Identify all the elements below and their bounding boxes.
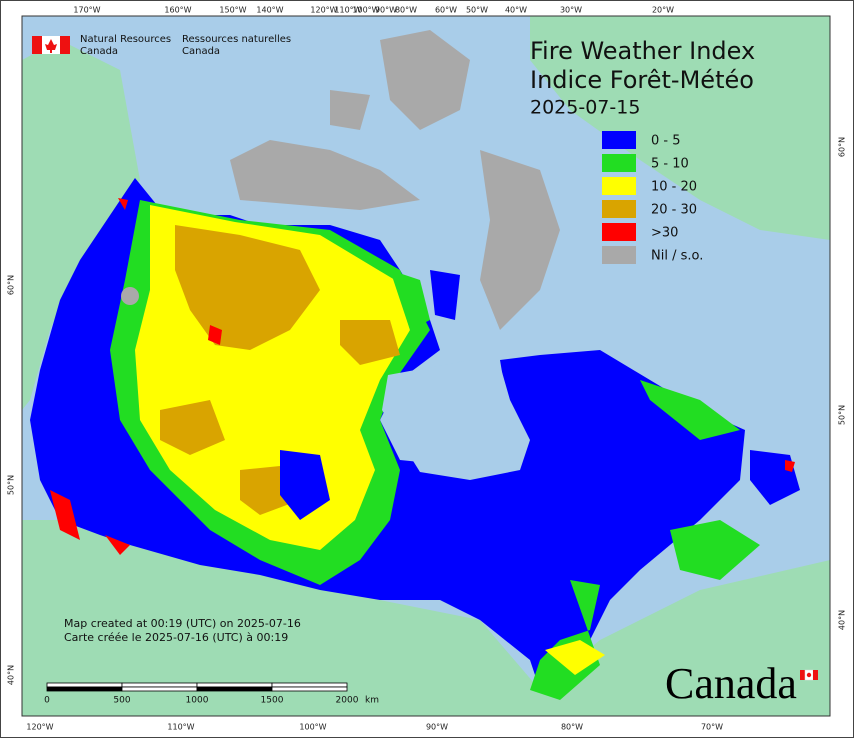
- scale-unit: km: [365, 696, 379, 706]
- graticule-label: 60°W: [435, 6, 457, 15]
- graticule-label: 110°W: [334, 6, 361, 15]
- agency-name: Natural Resources: [80, 34, 171, 45]
- legend-label: 0 - 5: [651, 134, 681, 149]
- legend-label: Nil / s.o.: [651, 249, 703, 264]
- legend-label: 5 - 10: [651, 157, 689, 172]
- graticule-label: 90°W: [426, 723, 448, 732]
- agency-name: Ressources naturelles: [182, 34, 291, 45]
- scale-segment: [271, 686, 348, 692]
- scale-segment: [46, 686, 123, 692]
- scale-segment: [46, 682, 123, 688]
- graticule-label: 90°W: [375, 6, 397, 15]
- scale-label: 500: [113, 696, 130, 706]
- wordmark-flag: [800, 669, 818, 681]
- graticule-label: 30°W: [560, 6, 582, 15]
- graticule-label: 120°W: [26, 723, 53, 732]
- agency-name: Canada: [80, 46, 118, 57]
- scale-label: 1000: [186, 696, 209, 706]
- graticule-label: 80°W: [561, 723, 583, 732]
- graticule-label: 60°N: [838, 137, 847, 157]
- scale-label: 0: [44, 696, 50, 706]
- graticule-label: 120°W: [310, 6, 337, 15]
- graticule-label: 100°W: [299, 723, 326, 732]
- legend-swatch: [602, 154, 636, 172]
- legend-swatch: [602, 131, 636, 149]
- graticule-label: 70°W: [701, 723, 723, 732]
- legend-label: >30: [651, 226, 678, 241]
- graticule-label: 40°N: [838, 610, 847, 630]
- canada-wordmark: Canada: [665, 659, 797, 708]
- map-note: Carte créée le 2025-07-16 (UTC) à 00:19: [64, 631, 288, 644]
- graticule-label: 160°W: [164, 6, 191, 15]
- graticule-label: 110°W: [167, 723, 194, 732]
- graticule-label: 20°W: [652, 6, 674, 15]
- legend-label: 20 - 30: [651, 203, 697, 218]
- map-note: Map created at 00:19 (UTC) on 2025-07-16: [64, 617, 301, 630]
- flag: [32, 36, 70, 54]
- graticule-label: 40°W: [505, 6, 527, 15]
- graticule-label: 50°N: [7, 475, 16, 495]
- graticule-label: 150°W: [219, 6, 246, 15]
- scale-segment: [196, 686, 273, 692]
- graticule-label: 170°W: [73, 6, 100, 15]
- date: 2025-07-15: [530, 97, 640, 119]
- scale-segment: [271, 682, 348, 688]
- scale-label: 2000: [336, 696, 359, 706]
- scale-segment: [121, 682, 198, 688]
- graticule-label: 50°W: [466, 6, 488, 15]
- title: Fire Weather Index: [530, 37, 755, 65]
- graticule-label: 80°W: [395, 6, 417, 15]
- graticule-label: 50°N: [838, 405, 847, 425]
- legend-swatch: [602, 177, 636, 195]
- graticule-label: 100°W: [352, 6, 379, 15]
- legend-label: 10 - 20: [651, 180, 697, 195]
- scale-segment: [121, 686, 198, 692]
- map-frame: [21, 15, 831, 717]
- graticule-label: 40°N: [7, 665, 16, 685]
- legend-swatch: [602, 223, 636, 241]
- legend-swatch: [602, 246, 636, 264]
- title-fr: Indice Forêt-Météo: [530, 66, 754, 94]
- legend-swatch: [602, 200, 636, 218]
- graticule-label: 60°N: [7, 275, 16, 295]
- graticule-label: 140°W: [256, 6, 283, 15]
- landmass: [22, 16, 830, 716]
- scale-segment: [196, 682, 273, 688]
- scale-label: 1500: [261, 696, 284, 706]
- agency-name: Canada: [182, 46, 220, 57]
